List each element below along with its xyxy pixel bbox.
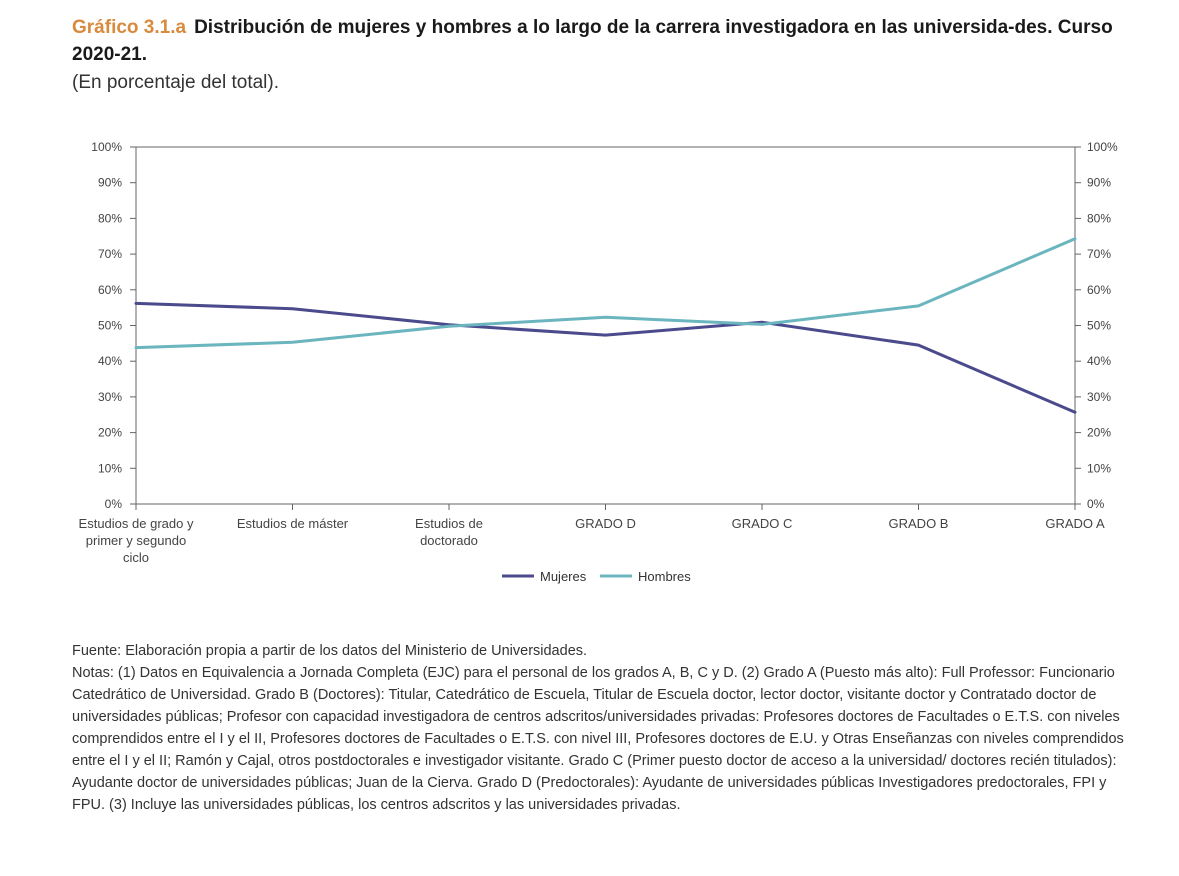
y-tick-label-left: 20% <box>98 426 122 440</box>
y-tick-label-left: 50% <box>98 319 122 333</box>
legend-label-mujeres: Mujeres <box>540 569 587 584</box>
y-tick-label-right: 60% <box>1087 283 1111 297</box>
legend-label-hombres: Hombres <box>638 569 691 584</box>
chart-subtitle: (En porcentaje del total). <box>72 72 280 93</box>
y-tick-label-right: 90% <box>1087 176 1111 190</box>
y-tick-label-left: 60% <box>98 283 122 297</box>
y-tick-label-left: 10% <box>98 461 122 475</box>
plot-frame <box>135 146 1076 505</box>
y-tick-label-right: 80% <box>1087 211 1111 225</box>
y-tick-label-left: 0% <box>105 497 123 511</box>
chart-title-text: Distribución de mujeres y hombres a lo l… <box>72 17 1113 65</box>
source-note: Fuente: Elaboración propia a partir de l… <box>72 643 588 659</box>
notes-block: Fuente: Elaboración propia a partir de l… <box>72 640 1124 816</box>
y-tick-label-left: 100% <box>91 140 122 154</box>
y-tick-label-right: 20% <box>1087 426 1111 440</box>
x-tick-label: GRADO A <box>1045 516 1105 531</box>
notes-text: Notas: (1) Datos en Equivalencia a Jorna… <box>72 665 1124 813</box>
y-tick-label-left: 40% <box>98 354 122 368</box>
x-tick-label: Estudios de grado y primer y segundo ciclo <box>79 516 194 565</box>
y-tick-label-right: 100% <box>1087 140 1118 154</box>
y-tick-label-right: 0% <box>1087 497 1105 511</box>
x-tick-label: Estudios de doctorado <box>415 516 483 548</box>
x-tick-label: Estudios de máster <box>237 516 349 531</box>
x-tick-label: GRADO B <box>889 516 949 531</box>
y-tick-label-left: 90% <box>98 176 122 190</box>
y-tick-label-right: 30% <box>1087 390 1111 404</box>
y-tick-label-left: 30% <box>98 390 122 404</box>
y-tick-label-right: 70% <box>1087 247 1111 261</box>
series-line-mujeres <box>134 301 1077 414</box>
series-line-hombres <box>134 237 1077 350</box>
x-tick-label: GRADO D <box>575 516 636 531</box>
chart-label: Gráfico 3.1.a <box>72 17 187 38</box>
y-tick-label-left: 70% <box>98 247 122 261</box>
chart-title: Gráfico 3.1.a Distribución de mujeres y h… <box>72 14 1132 68</box>
y-tick-label-right: 40% <box>1087 354 1111 368</box>
y-tick-label-right: 10% <box>1087 461 1111 475</box>
y-tick-label-left: 80% <box>98 211 122 225</box>
x-tick-label: GRADO C <box>732 516 793 531</box>
y-tick-label-right: 50% <box>1087 319 1111 333</box>
line-chart: 0% 0% 10% 10% 20% 20% 30% 30% 40% 40% 50% 50% 60% 60%… <box>79 140 1118 584</box>
